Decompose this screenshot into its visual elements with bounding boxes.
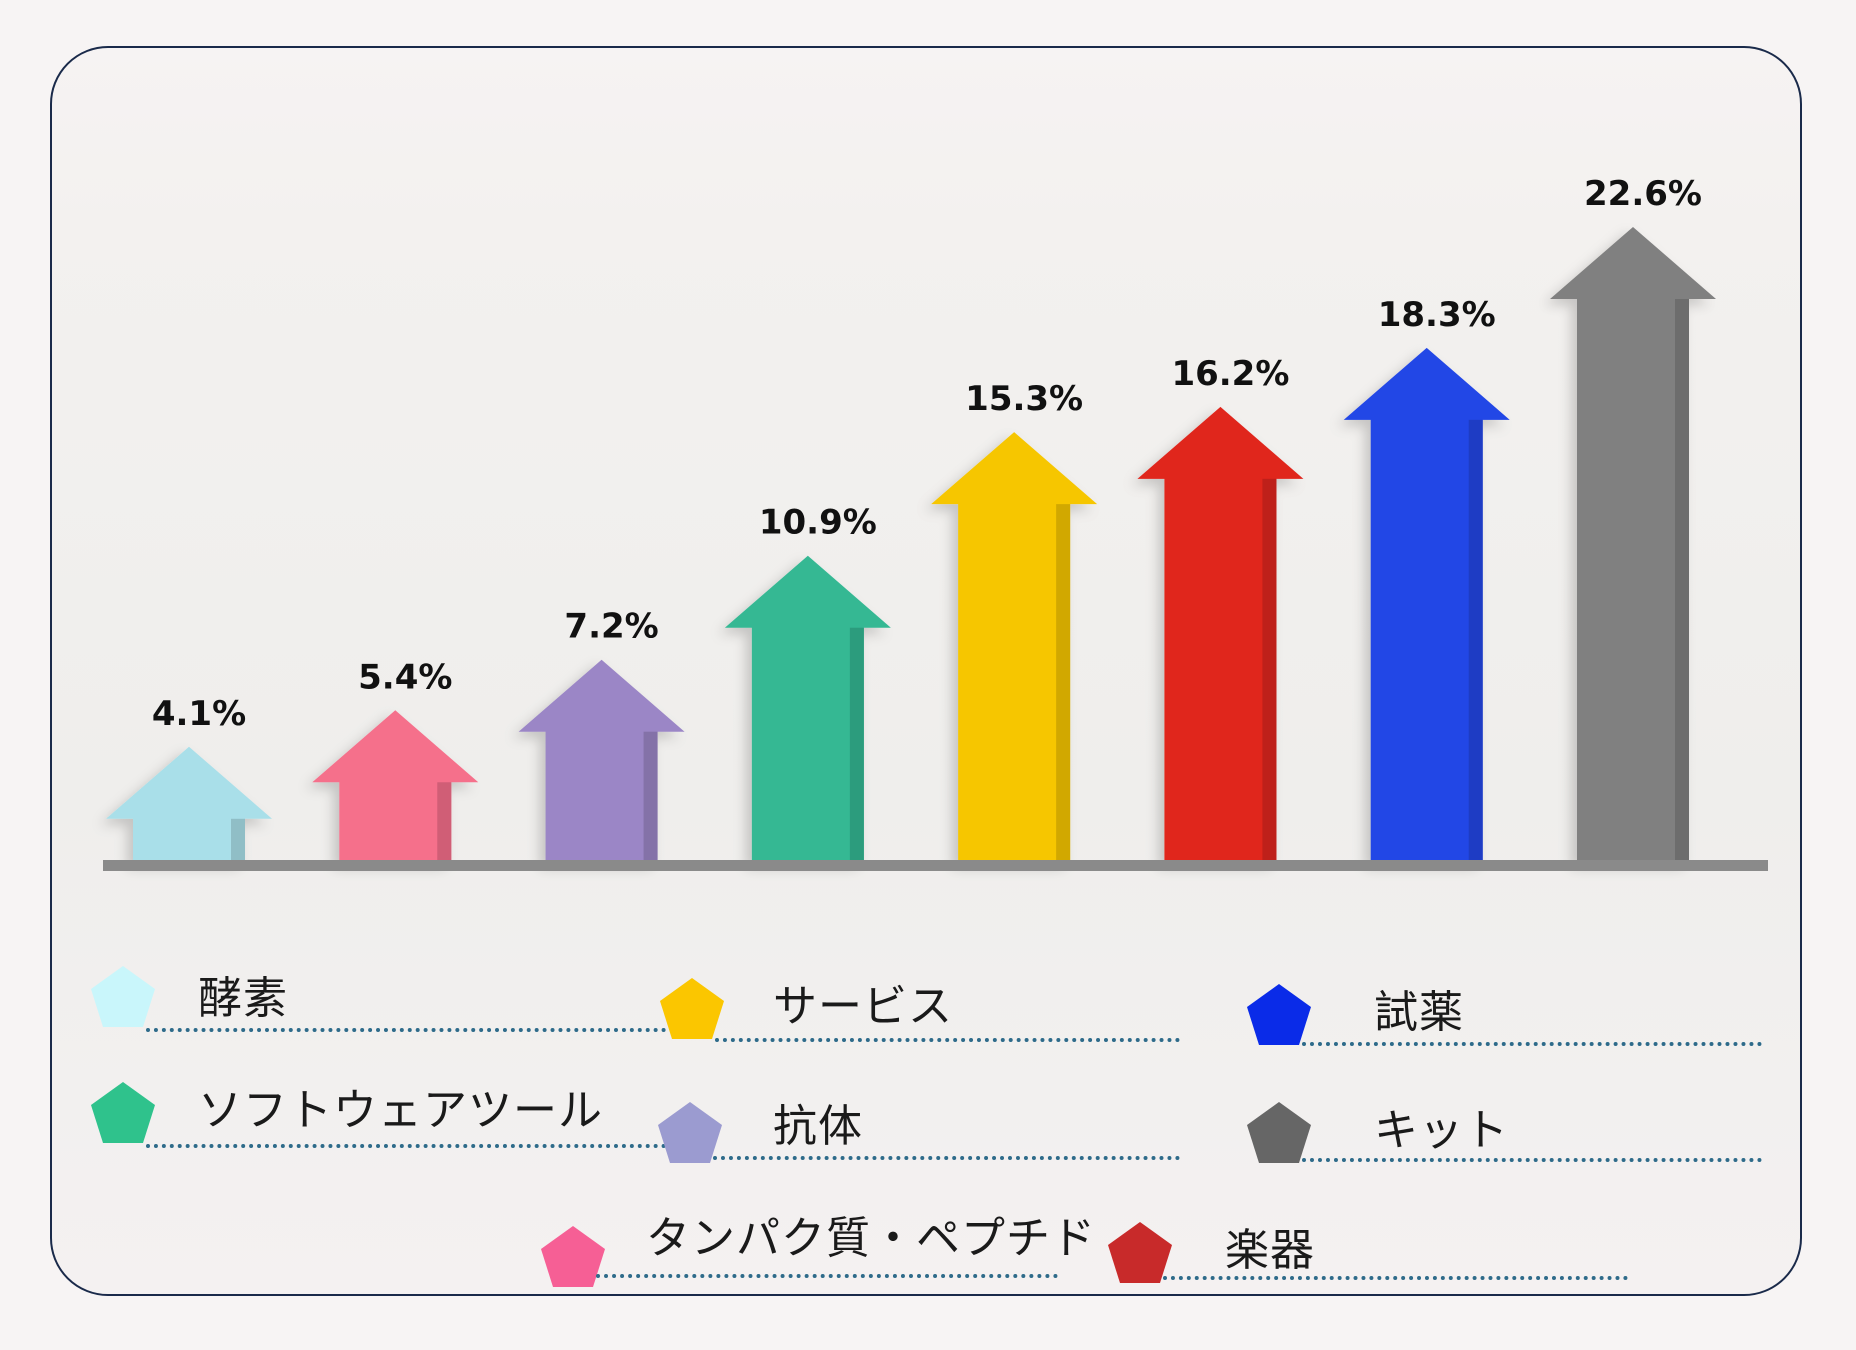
bar-value-label: 16.2% xyxy=(1171,354,1289,394)
legend-marker-icon xyxy=(1247,984,1311,1045)
bar-arrow-body xyxy=(312,710,479,862)
legend-marker-icon xyxy=(1247,1102,1311,1163)
bar-value-label: 15.3% xyxy=(965,379,1083,419)
legend-label: 酵素 xyxy=(198,973,288,1024)
bar-arrow xyxy=(1343,347,1510,862)
bar-value-label: 18.3% xyxy=(1378,295,1496,335)
legend-dotted-rule xyxy=(596,1274,1058,1278)
bar-value-label: 5.4% xyxy=(358,657,452,697)
legend-dotted-rule xyxy=(1163,1276,1628,1280)
bar-arrow-shade xyxy=(1056,504,1071,862)
legend-label: ソフトウェアツール xyxy=(198,1085,603,1136)
bar-arrow xyxy=(106,746,272,862)
legend-label: キット xyxy=(1374,1105,1509,1156)
bar-arrow-body xyxy=(724,555,891,862)
legend-label: タンパク質・ペプチド xyxy=(646,1213,1096,1264)
bar-arrow-body xyxy=(518,659,685,862)
bar-arrow xyxy=(1137,406,1304,862)
bar-arrow-shade xyxy=(1262,478,1277,862)
legend-marker-icon xyxy=(91,966,155,1027)
bar-arrow-shade xyxy=(231,818,245,862)
legend-dotted-rule xyxy=(713,1156,1180,1160)
bar-arrow xyxy=(1550,227,1716,862)
legend-marker-icon xyxy=(1108,1222,1172,1283)
legend-marker-icon xyxy=(541,1226,605,1287)
bar-arrow xyxy=(312,710,479,862)
bar-arrow-body xyxy=(1343,347,1510,862)
bar-arrow-shade xyxy=(849,627,864,862)
chart-baseline xyxy=(103,860,1768,871)
legend-label: 楽器 xyxy=(1225,1225,1315,1276)
legend-label: サービス xyxy=(773,981,953,1032)
bar-arrow-shade xyxy=(1468,419,1483,862)
legend-marker-icon xyxy=(91,1082,155,1143)
legend-marker-icon xyxy=(658,1102,722,1163)
bar-arrow-body xyxy=(106,746,272,862)
legend-marker-icon xyxy=(660,978,724,1039)
bar-arrow xyxy=(518,659,685,862)
bar-value-label: 7.2% xyxy=(564,607,658,647)
legend-dotted-rule xyxy=(1302,1042,1762,1046)
legend-dotted-rule xyxy=(146,1028,698,1032)
bar-arrow-body xyxy=(1550,227,1716,862)
bar-arrow-shade xyxy=(437,782,452,862)
legend-dotted-rule xyxy=(1302,1158,1762,1162)
bar-value-label: 4.1% xyxy=(152,694,246,734)
bar-arrow-shade xyxy=(1675,299,1689,862)
bar-arrow xyxy=(724,555,891,862)
chart-frame xyxy=(50,46,1802,1296)
bar-arrow xyxy=(931,432,1098,862)
bar-arrow-body xyxy=(931,432,1098,862)
legend-dotted-rule xyxy=(146,1144,698,1148)
legend-dotted-rule xyxy=(715,1038,1180,1042)
bar-arrow-shade xyxy=(643,731,658,862)
bar-value-label: 10.9% xyxy=(759,503,877,543)
legend-label: 試薬 xyxy=(1374,987,1464,1038)
legend-label: 抗体 xyxy=(773,1101,863,1152)
bar-arrow-body xyxy=(1137,406,1304,862)
bar-value-label: 22.6% xyxy=(1584,174,1702,214)
